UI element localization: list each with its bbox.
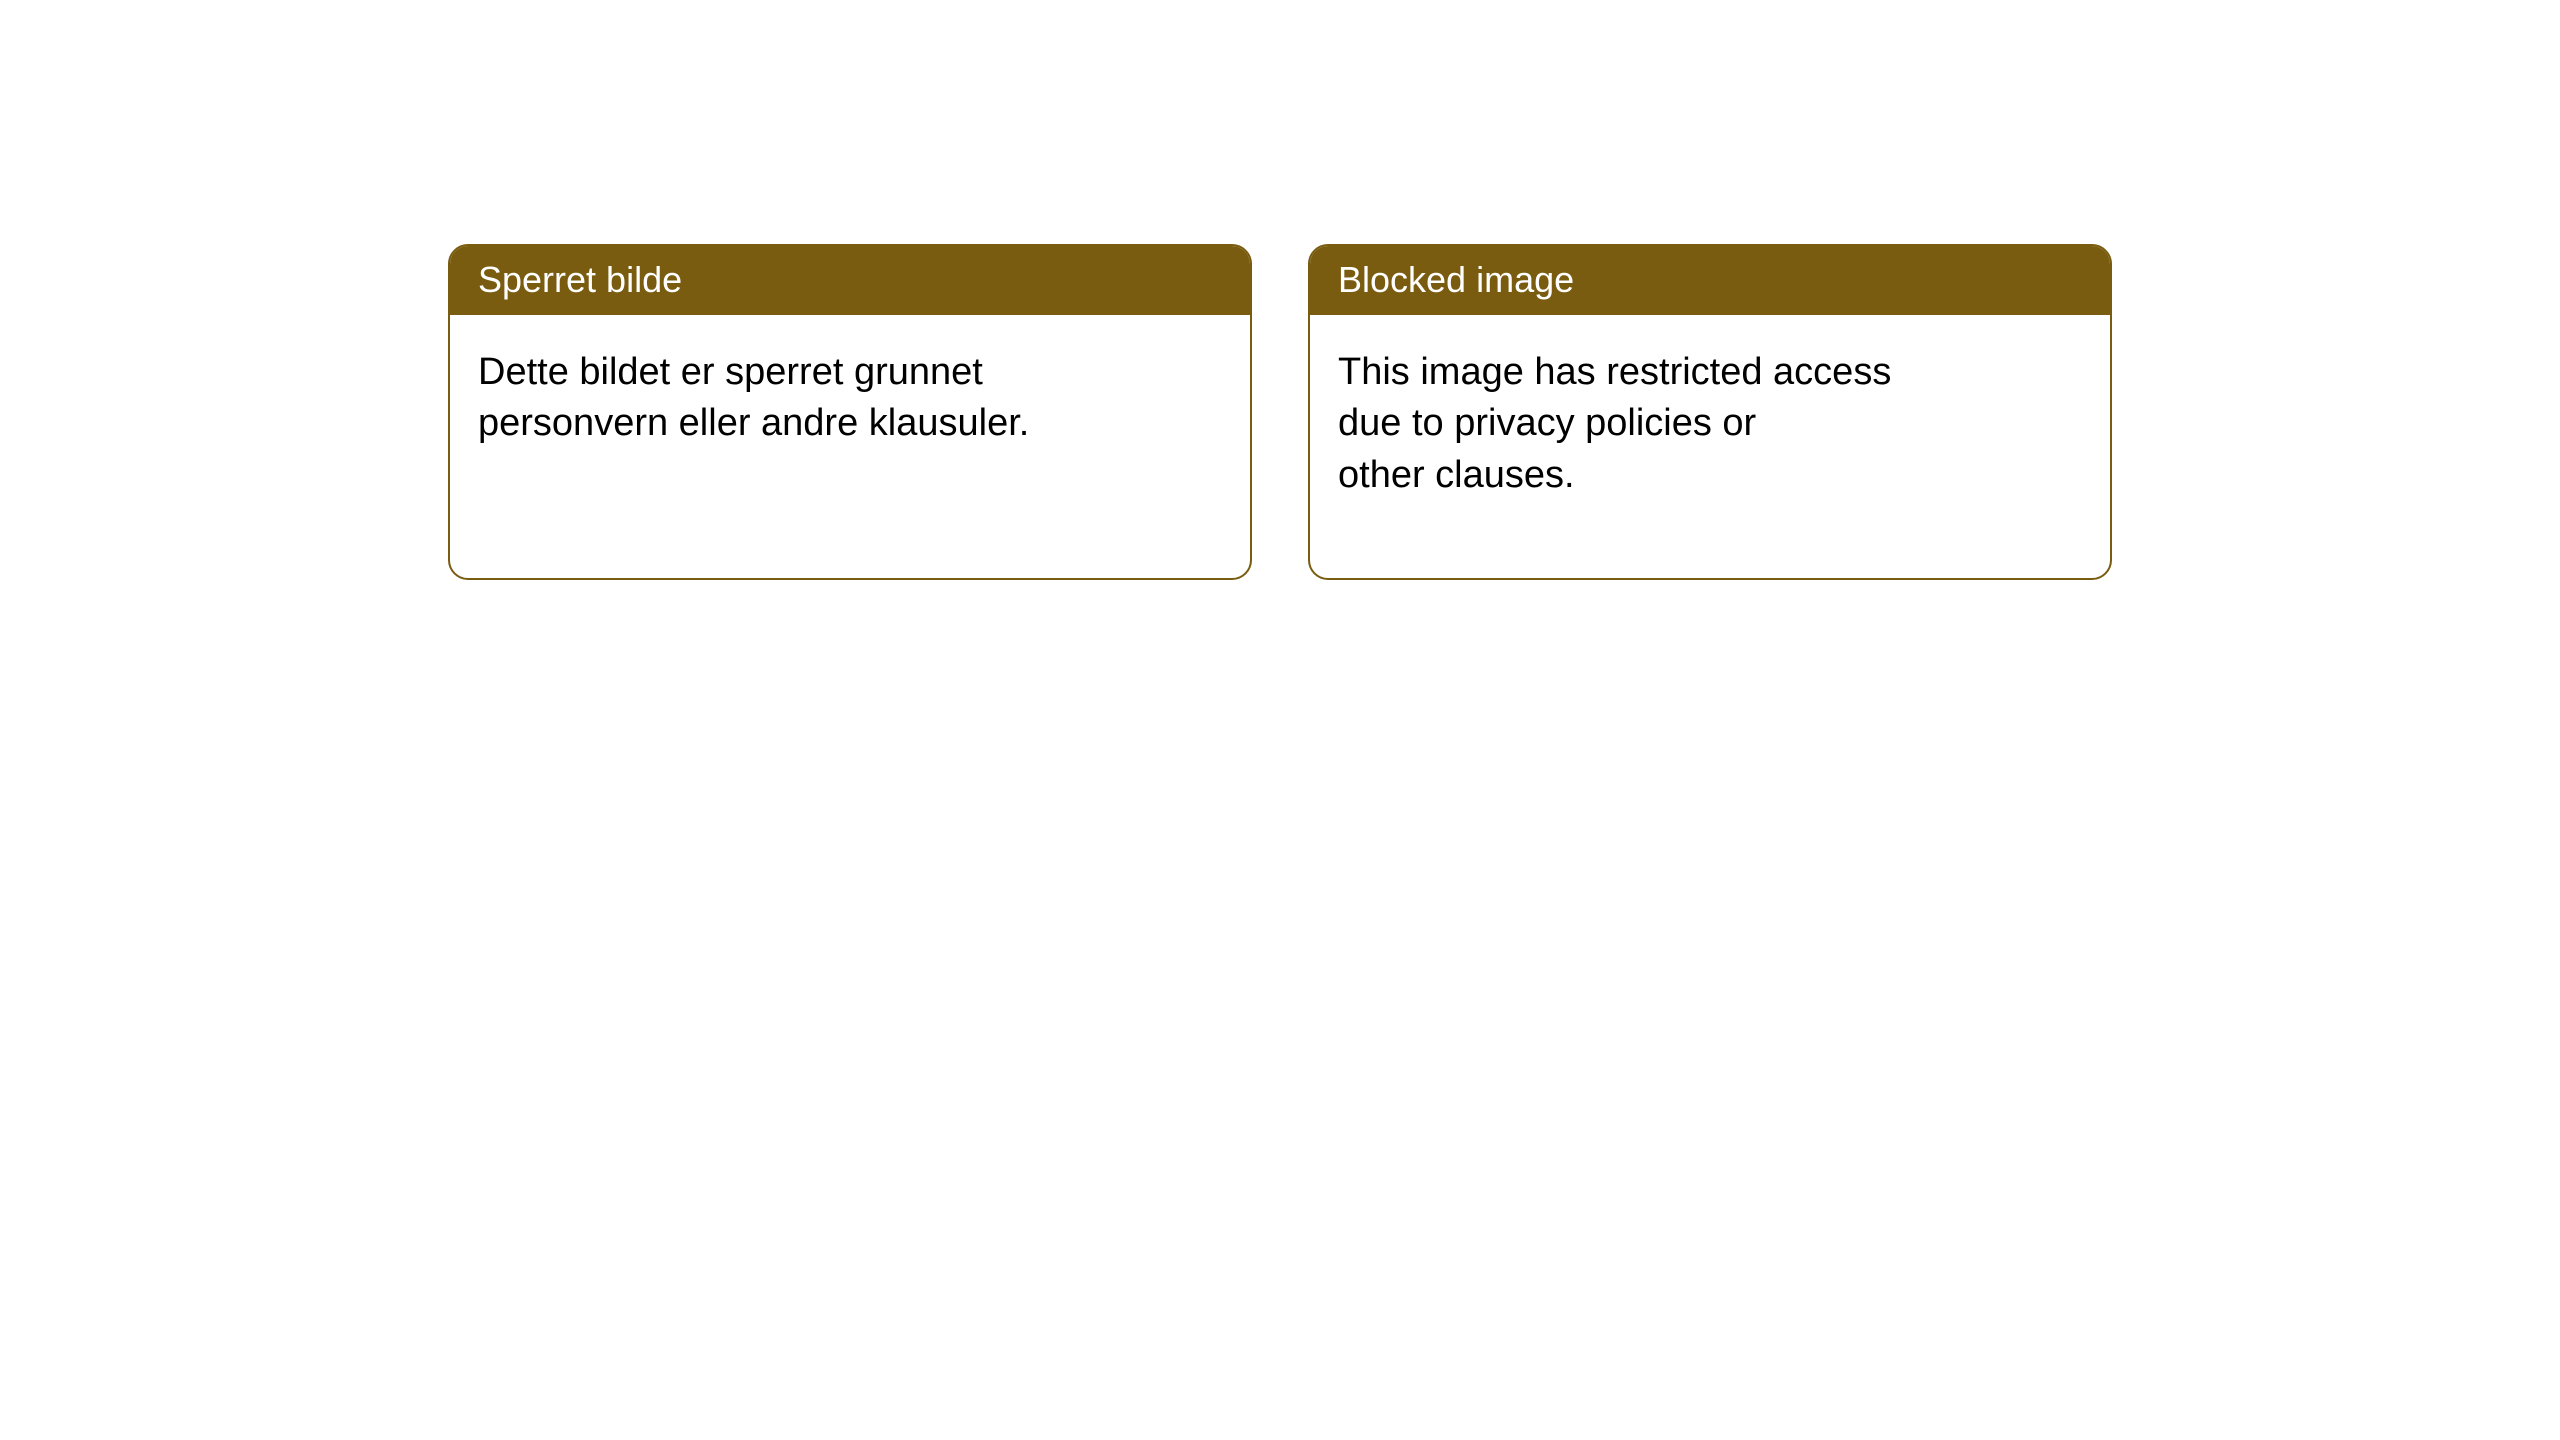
notice-card-no: Sperret bilde Dette bildet er sperret gr… — [448, 244, 1252, 580]
notice-body-en: This image has restricted access due to … — [1310, 315, 2110, 533]
notice-title-no: Sperret bilde — [450, 246, 1250, 315]
notice-title-en: Blocked image — [1310, 246, 2110, 315]
notice-body-no: Dette bildet er sperret grunnet personve… — [450, 315, 1250, 482]
notice-card-en: Blocked image This image has restricted … — [1308, 244, 2112, 580]
notice-row: Sperret bilde Dette bildet er sperret gr… — [0, 0, 2560, 580]
